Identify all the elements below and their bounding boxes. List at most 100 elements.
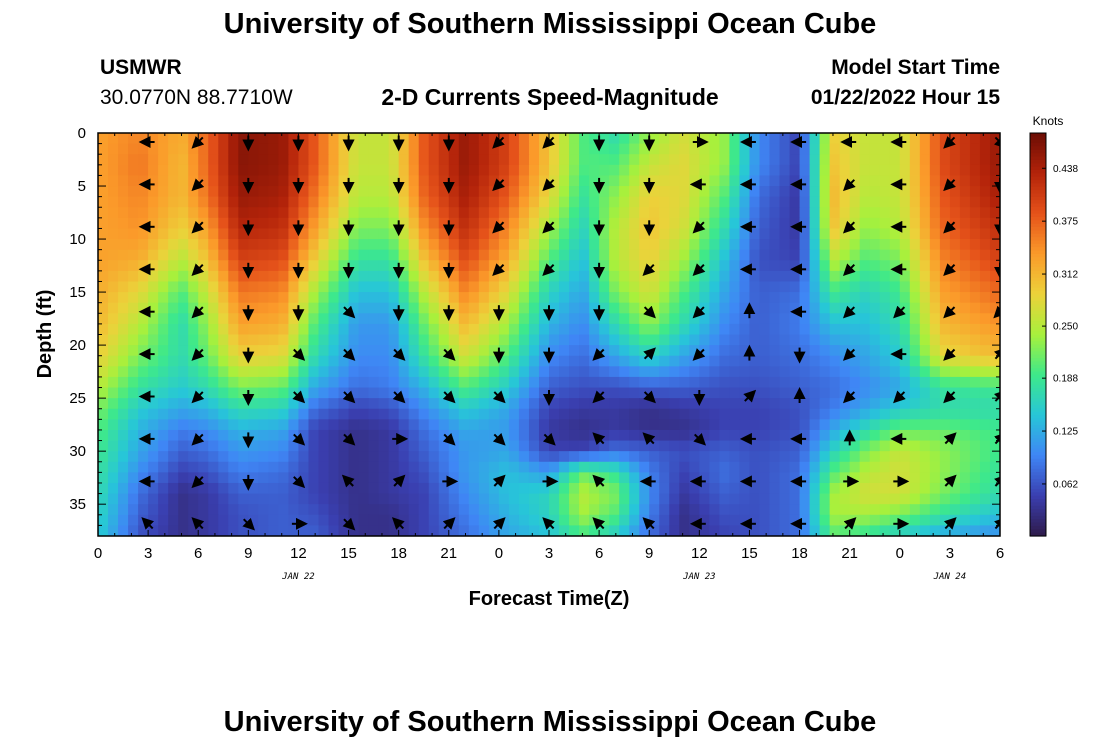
heatmap-cell bbox=[909, 440, 921, 452]
heatmap-cell bbox=[378, 345, 390, 357]
heatmap-cell bbox=[238, 281, 249, 293]
heatmap-cell bbox=[929, 366, 941, 378]
heatmap-cell bbox=[809, 270, 821, 283]
heatmap-cell bbox=[849, 323, 861, 336]
heatmap-cell bbox=[669, 440, 680, 452]
heatmap-cell bbox=[298, 249, 310, 261]
heatmap-cell bbox=[979, 239, 991, 251]
heatmap-cell bbox=[298, 196, 310, 208]
heatmap-cell bbox=[679, 164, 690, 177]
heatmap-cell bbox=[789, 525, 801, 536]
heatmap-cell bbox=[699, 175, 710, 187]
heatmap-cell bbox=[839, 239, 851, 251]
heatmap-cell bbox=[318, 313, 330, 325]
heatmap-cell bbox=[929, 387, 941, 399]
heatmap-cell bbox=[569, 429, 580, 442]
heatmap-cell bbox=[859, 249, 871, 261]
heatmap-cell bbox=[859, 493, 871, 505]
heatmap-cell bbox=[278, 292, 290, 304]
heatmap-cell bbox=[418, 186, 430, 198]
heatmap-cell bbox=[478, 239, 490, 251]
heatmap-cell bbox=[438, 504, 450, 516]
heatmap-cell bbox=[358, 186, 370, 198]
heatmap-cell bbox=[979, 292, 991, 304]
y-tick-label: 10 bbox=[69, 231, 86, 248]
heatmap-cell bbox=[779, 376, 791, 389]
heatmap-cell bbox=[388, 196, 400, 208]
colorbar-swatch bbox=[1030, 163, 1046, 168]
heatmap-cell bbox=[819, 366, 831, 378]
heatmap-cell bbox=[849, 429, 861, 442]
heatmap-cell bbox=[649, 196, 660, 208]
heatmap-cell bbox=[959, 461, 971, 473]
heatmap-cell bbox=[619, 249, 630, 261]
heatmap-cell bbox=[799, 292, 811, 304]
current-vector-arrow bbox=[492, 517, 506, 530]
heatmap-cell bbox=[799, 493, 811, 505]
heatmap-cell bbox=[729, 408, 741, 420]
heatmap-cell bbox=[168, 345, 179, 357]
heatmap-cell bbox=[148, 175, 159, 187]
heatmap-cell bbox=[839, 186, 851, 198]
heatmap-cell bbox=[348, 408, 360, 420]
current-vector-arrow bbox=[342, 390, 356, 404]
heatmap-cell bbox=[759, 302, 771, 314]
heatmap-cell bbox=[468, 270, 480, 283]
heatmap-cell bbox=[959, 270, 971, 283]
heatmap-cell bbox=[949, 525, 961, 536]
heatmap-cell bbox=[729, 207, 741, 219]
heatmap-cell bbox=[619, 175, 630, 187]
heatmap-cell bbox=[158, 493, 169, 505]
heatmap-cell bbox=[168, 249, 179, 261]
heatmap-cell bbox=[839, 419, 851, 431]
heatmap-cell bbox=[158, 239, 169, 251]
heatmap-cell bbox=[869, 133, 881, 145]
heatmap-cell bbox=[328, 472, 340, 484]
heatmap-cell bbox=[388, 366, 400, 378]
heatmap-cell bbox=[418, 493, 430, 505]
heatmap-cell bbox=[929, 429, 941, 442]
heatmap-cell bbox=[619, 260, 630, 272]
colorbar-swatch bbox=[1030, 499, 1046, 504]
colorbar-swatch bbox=[1030, 223, 1046, 228]
heatmap-cell bbox=[448, 281, 460, 293]
heatmap-cell bbox=[118, 281, 129, 293]
heatmap-cell bbox=[398, 196, 410, 208]
heatmap-cell bbox=[358, 249, 370, 261]
heatmap-cell bbox=[649, 472, 660, 484]
heatmap-cell bbox=[138, 355, 149, 367]
heatmap-cell bbox=[528, 207, 540, 219]
heatmap-cell bbox=[969, 514, 981, 526]
heatmap-cell bbox=[128, 260, 139, 272]
heatmap-cell bbox=[458, 313, 470, 325]
heatmap-cell bbox=[188, 525, 199, 536]
heatmap-cell bbox=[619, 207, 630, 219]
y-tick-label: 15 bbox=[69, 284, 86, 301]
heatmap-cell bbox=[478, 313, 490, 325]
heatmap-cell bbox=[899, 504, 911, 516]
heatmap-cell bbox=[518, 345, 530, 357]
heatmap-cell bbox=[228, 292, 239, 304]
heatmap-cell bbox=[579, 270, 590, 283]
heatmap-cell bbox=[789, 143, 801, 155]
heatmap-cell bbox=[448, 514, 460, 526]
heatmap-cell bbox=[228, 313, 239, 325]
heatmap-cell bbox=[599, 217, 610, 230]
heatmap-cell bbox=[298, 292, 310, 304]
heatmap-cell bbox=[118, 504, 129, 516]
heatmap-cell bbox=[949, 207, 961, 219]
heatmap-cell bbox=[939, 440, 951, 452]
heatmap-cell bbox=[779, 398, 791, 410]
heatmap-cell bbox=[178, 429, 189, 442]
heatmap-cell bbox=[198, 270, 209, 283]
heatmap-cell bbox=[538, 249, 550, 261]
heatmap-cell bbox=[679, 345, 690, 357]
heatmap-cell bbox=[408, 133, 420, 145]
heatmap-cell bbox=[919, 196, 931, 208]
heatmap-cell bbox=[679, 292, 690, 304]
heatmap-cell bbox=[458, 451, 470, 463]
heatmap-cell bbox=[98, 270, 109, 283]
heatmap-cell bbox=[729, 398, 741, 410]
heatmap-cell bbox=[198, 355, 209, 367]
heatmap-cell bbox=[118, 514, 129, 526]
